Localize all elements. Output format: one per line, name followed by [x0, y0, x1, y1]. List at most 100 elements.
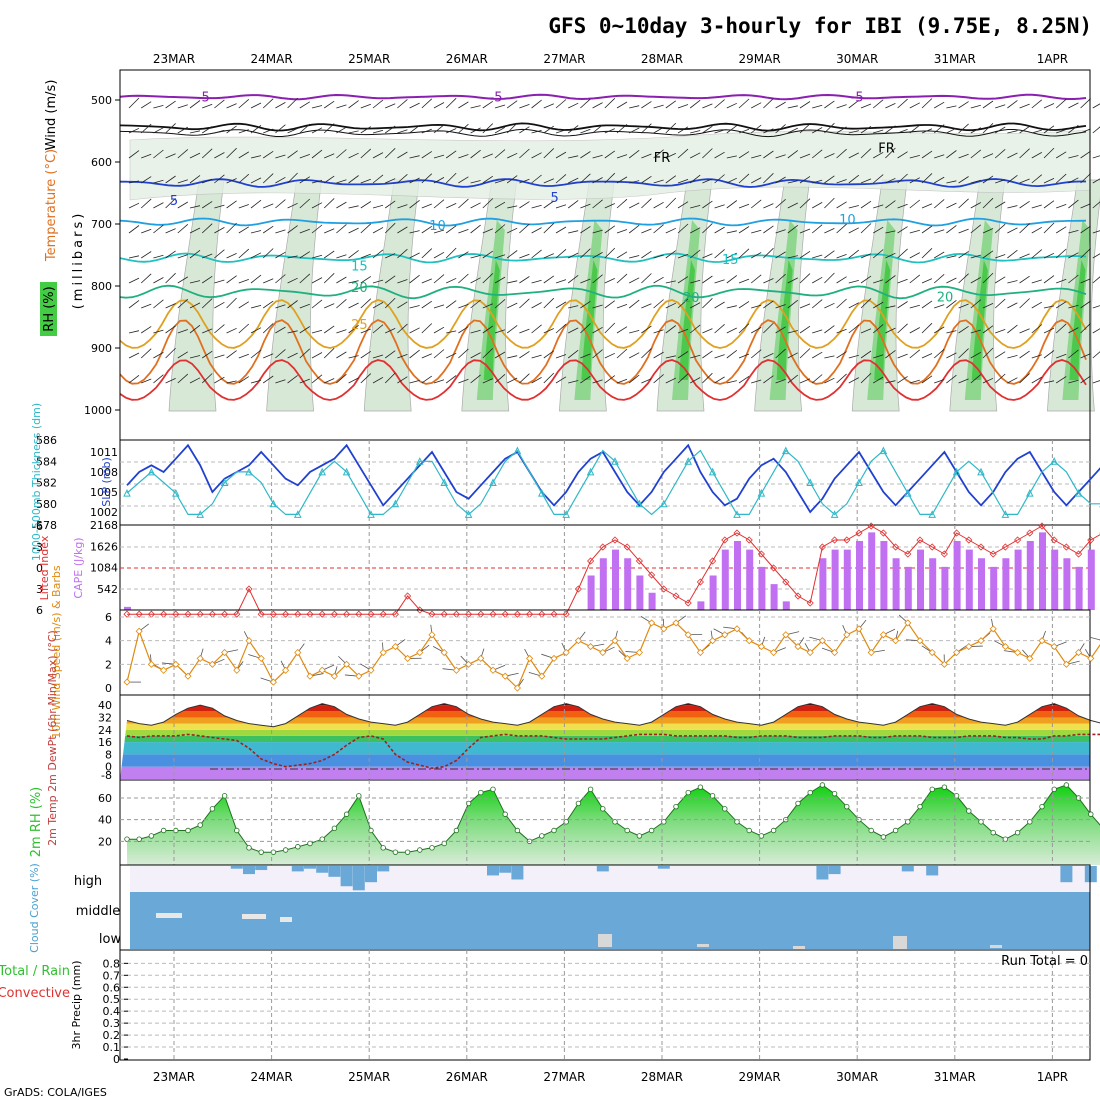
wind-speed-point — [855, 625, 863, 633]
wind-barb — [458, 101, 469, 109]
wind-speed-point — [538, 672, 546, 680]
wind-barb — [153, 105, 164, 109]
wind-barb — [446, 277, 457, 284]
lifted-index-point — [770, 564, 778, 572]
wind-barb — [799, 198, 811, 209]
wind-barb — [372, 152, 384, 159]
thickness-tick-label: 580 — [36, 498, 57, 511]
wind-barb — [336, 276, 347, 284]
y-tick-label: 600 — [91, 156, 112, 169]
wind-barb — [860, 350, 872, 359]
wind-barb — [726, 380, 737, 384]
wind-barb — [982, 153, 994, 159]
rh-point — [124, 836, 130, 842]
wind-barb — [921, 248, 933, 259]
wind-barb — [1031, 279, 1042, 284]
wind-barb — [250, 230, 262, 234]
cape-tick-label: 1084 — [90, 562, 118, 575]
wind-barb — [787, 352, 798, 359]
wind-barb — [751, 379, 762, 384]
cape-bar — [648, 592, 656, 610]
date-label-bottom: 1APR — [1037, 1070, 1068, 1084]
wind-barb — [1043, 222, 1055, 234]
wind-barb — [677, 223, 689, 234]
wind-barb — [409, 155, 420, 159]
wind-barb — [397, 248, 408, 259]
cape-bar — [819, 558, 827, 610]
thickness-point — [879, 446, 888, 455]
wind-barb — [873, 129, 884, 134]
wind-speed-point — [831, 648, 839, 657]
wind-barb — [323, 175, 335, 184]
wind-speed-point — [147, 660, 155, 668]
thickness-point — [562, 510, 571, 518]
temp-tick-label: -8 — [101, 769, 112, 782]
high-cloud-bar — [340, 866, 353, 887]
wind-barb — [970, 149, 982, 159]
wind-barb — [1092, 305, 1100, 309]
rh-point — [331, 825, 338, 832]
date-label-top: 26MAR — [446, 52, 488, 66]
wind-barb — [128, 202, 140, 209]
wind-barb — [140, 326, 152, 334]
wind-speed-point — [696, 648, 704, 657]
wind-barb — [653, 224, 664, 234]
wind-barb — [836, 276, 847, 284]
wind-barb — [555, 99, 567, 109]
wind-barb — [238, 301, 250, 309]
wind-barb — [201, 223, 213, 234]
wind-barb — [177, 104, 188, 109]
precip-tick-label: 0.2 — [103, 1029, 121, 1042]
wind-speed-point — [757, 643, 765, 651]
wind-barb — [824, 377, 835, 384]
wind-barb — [214, 279, 225, 284]
thickness-point — [611, 457, 619, 465]
wind-barb — [787, 255, 798, 259]
rh-point — [758, 833, 765, 839]
wind-barb — [507, 227, 518, 234]
temp-band — [120, 754, 1090, 767]
thickness-point — [318, 467, 327, 476]
lifted-index-point — [757, 550, 765, 558]
wind-barb — [616, 154, 628, 159]
rh-point — [685, 789, 691, 796]
rh-shade-area — [679, 260, 695, 380]
rh-point — [148, 833, 155, 839]
wind-barb — [238, 204, 249, 209]
rh-point — [404, 849, 411, 855]
wind-barb — [250, 305, 262, 309]
thickness-tick-label: 578 — [36, 519, 57, 532]
dewpoint-line — [126, 733, 1100, 770]
wind-barb — [787, 180, 798, 184]
wind-barb — [1080, 278, 1091, 284]
wind-barb — [629, 202, 640, 209]
wind-barb — [214, 129, 225, 134]
thickness-tick-label: 584 — [36, 455, 57, 468]
temp-band — [120, 729, 1090, 736]
cape-bar — [624, 558, 632, 610]
wind-barb — [872, 249, 884, 259]
wind-barb — [555, 248, 567, 259]
wind-barb — [1031, 129, 1042, 134]
wind-barb — [385, 178, 396, 184]
wind-barb — [421, 151, 433, 159]
wind-barb — [958, 153, 969, 159]
isotherm-contour — [119, 318, 1087, 385]
wind-barb — [580, 323, 591, 334]
wind-barb — [677, 276, 689, 284]
lifted-index-axis-label: Lifted Index — [38, 535, 51, 600]
wind-barb — [311, 277, 323, 284]
wind-barb — [738, 128, 750, 134]
wind-barb — [775, 326, 786, 334]
wind-barb — [677, 298, 689, 309]
wind-barb — [909, 379, 920, 384]
wind-barb — [165, 123, 176, 134]
wind-barb — [580, 151, 591, 159]
date-label-top: 24MAR — [251, 52, 293, 66]
wind-barb — [1056, 129, 1067, 134]
wind-barb — [677, 351, 689, 359]
y-tick-label: 1000 — [84, 404, 112, 417]
wind-barb — [250, 199, 262, 209]
rh-point — [661, 819, 667, 825]
wind-barb — [409, 349, 420, 359]
